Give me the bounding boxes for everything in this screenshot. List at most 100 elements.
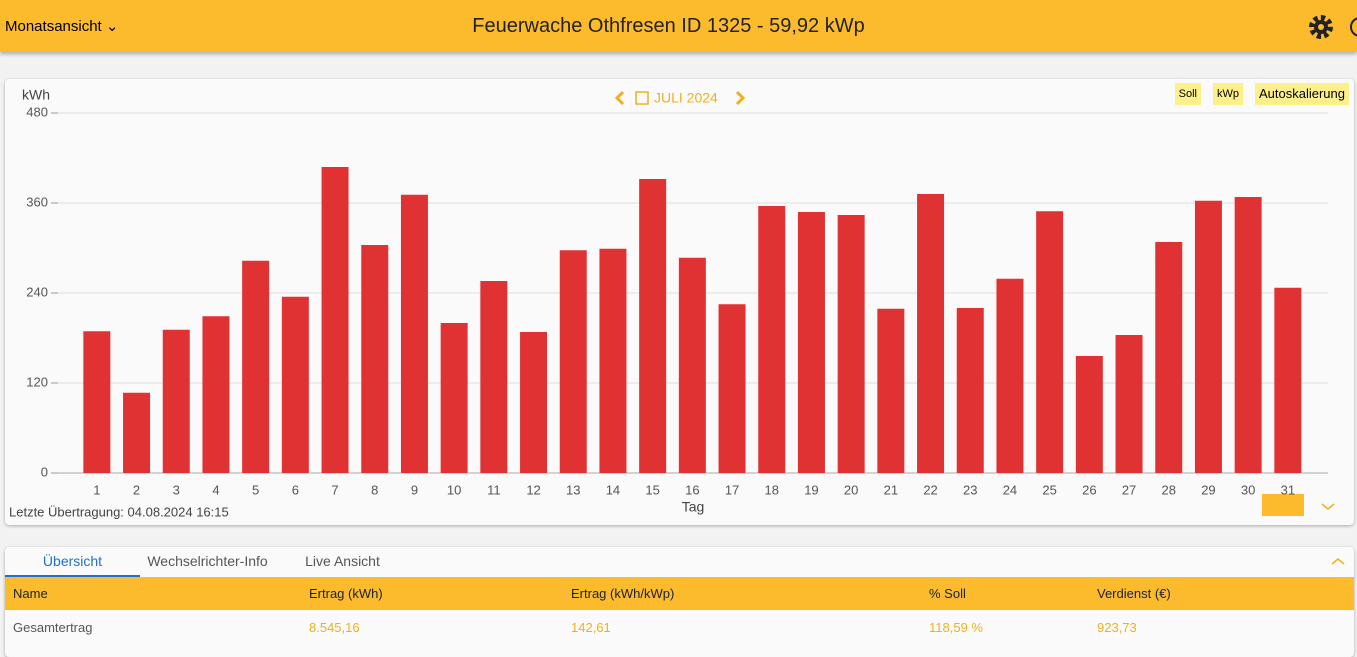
column-header: Verdienst (€) <box>1097 586 1171 601</box>
x-tick-label: 2 <box>133 482 140 497</box>
bar <box>162 329 190 473</box>
bar <box>877 308 905 473</box>
toolbar-button[interactable]: kWp <box>1213 83 1243 105</box>
bar <box>718 304 746 473</box>
x-tick-label: 20 <box>844 482 858 497</box>
x-tick-label: 19 <box>804 482 818 497</box>
x-tick-label: 31 <box>1281 482 1295 497</box>
settings-icon[interactable] <box>1307 13 1335 41</box>
chart: kWh Tag Letzte Übertragung: 04.08.2024 1… <box>9 87 1335 519</box>
last-transfer: Letzte Übertragung: 04.08.2024 16:15 <box>9 504 229 519</box>
tab[interactable]: Wechselrichter-Info <box>147 553 268 569</box>
bar <box>400 194 428 473</box>
bar <box>758 206 786 473</box>
x-tick-label: 30 <box>1241 482 1255 497</box>
x-tick-label: 17 <box>725 482 739 497</box>
x-tick-label: 16 <box>685 482 699 497</box>
prev-month[interactable] <box>614 90 625 106</box>
x-tick-label: 12 <box>526 482 540 497</box>
next-month[interactable] <box>735 90 746 106</box>
chart-card: kWh Tag Letzte Übertragung: 04.08.2024 1… <box>5 79 1354 525</box>
x-tick-label: 7 <box>331 482 338 497</box>
expand-icon[interactable] <box>1321 503 1335 510</box>
x-tick-label: 11 <box>487 482 501 497</box>
column-header: Ertrag (kWh) <box>309 586 383 601</box>
y-tick-label: 240 <box>26 284 48 299</box>
calendar-icon <box>635 91 649 105</box>
x-tick-label: 9 <box>411 482 418 497</box>
bar <box>361 245 389 473</box>
info-icon[interactable] <box>1348 14 1357 40</box>
bar <box>480 281 508 473</box>
x-tick-label: 8 <box>371 482 378 497</box>
table-header <box>5 577 1354 610</box>
x-tick-label: 24 <box>1003 482 1017 497</box>
x-tick-label: 29 <box>1201 482 1215 497</box>
x-tick-label: 1 <box>93 482 100 497</box>
table-cell: 8.545,16 <box>309 620 360 635</box>
period[interactable]: JULI 2024 <box>654 90 718 106</box>
x-tick-label: 23 <box>963 482 977 497</box>
table-cell: 923,73 <box>1097 620 1137 635</box>
y-axis-label: kWh <box>22 87 50 103</box>
bar <box>559 250 587 473</box>
bar <box>202 316 230 473</box>
y-tick-label: 0 <box>41 464 48 479</box>
bar <box>1075 356 1103 473</box>
tab[interactable]: Live Ansicht <box>305 553 380 569</box>
y-tick-label: 360 <box>26 194 48 209</box>
table-cell: 142,61 <box>571 620 611 635</box>
x-tick-label: 27 <box>1122 482 1136 497</box>
x-tick-label: 22 <box>923 482 937 497</box>
x-tick-label: 14 <box>606 482 620 497</box>
bar <box>996 278 1024 473</box>
x-tick-label: 5 <box>252 482 259 497</box>
toolbar-button[interactable]: Autoskalierung <box>1255 83 1349 105</box>
bar <box>321 167 349 473</box>
x-tick-label: 13 <box>566 482 580 497</box>
x-tick-label: 18 <box>765 482 779 497</box>
x-tick-label: 15 <box>645 482 659 497</box>
bar <box>1155 242 1183 473</box>
collapse-icon[interactable] <box>1330 555 1346 567</box>
bar <box>281 296 309 473</box>
x-tick-label: 25 <box>1042 482 1056 497</box>
bar <box>956 308 984 473</box>
x-tick-label: 6 <box>292 482 299 497</box>
column-header: Ertrag (kWh/kWp) <box>571 586 675 601</box>
view-select[interactable]: Monatsansicht ⌄ <box>5 18 119 35</box>
column-header: % Soll <box>929 586 966 601</box>
bar <box>797 212 825 473</box>
y-tick-label: 480 <box>26 104 48 119</box>
tab[interactable]: Übersicht <box>5 547 140 577</box>
export-button[interactable] <box>1262 494 1304 516</box>
bar <box>1274 287 1302 473</box>
bar <box>440 323 468 473</box>
bar <box>1036 211 1064 473</box>
x-tick-label: 3 <box>173 482 180 497</box>
view-label: Monatsansicht <box>5 18 102 35</box>
x-tick-label: 4 <box>212 482 219 497</box>
bar <box>520 332 548 473</box>
table-card: Übersicht Wechselrichter-Info Live Ansicht… <box>5 547 1354 657</box>
bar <box>599 248 627 473</box>
table-cell: 118,59 % <box>929 620 983 635</box>
x-tick-label: 21 <box>884 482 898 497</box>
page-title: Feuerwache Othfresen ID 1325 - 59,92 kWp <box>472 15 865 37</box>
bar <box>123 392 151 473</box>
top-bar: Monatsansicht ⌄ Feuerwache Othfresen ID … <box>0 0 1357 52</box>
table-cell: Gesamtertrag <box>13 620 93 635</box>
y-tick-label: 120 <box>26 374 48 389</box>
bar <box>678 257 706 473</box>
toolbar-button[interactable]: Soll <box>1174 83 1201 105</box>
bar <box>1234 197 1262 473</box>
bar <box>837 215 865 473</box>
x-tick-label: 26 <box>1082 482 1096 497</box>
toolbar: Soll kWp Autoskalierung <box>1174 83 1349 105</box>
bar <box>83 331 111 473</box>
bar <box>1194 200 1222 473</box>
bar <box>1115 335 1143 473</box>
bar <box>639 179 667 473</box>
x-tick-label: 28 <box>1162 482 1176 497</box>
